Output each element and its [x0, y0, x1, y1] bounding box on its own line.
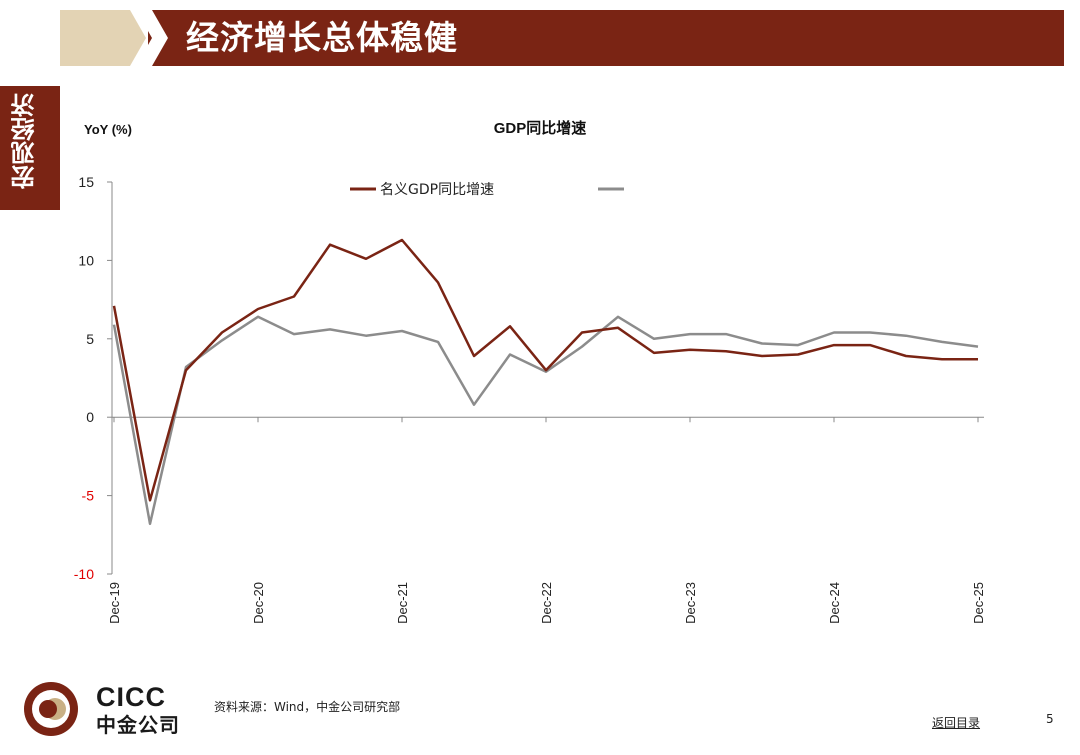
x-tick-label: Dec-19	[107, 582, 122, 624]
title-bar	[148, 10, 1064, 66]
x-tick-label: Dec-24	[827, 582, 842, 624]
y-tick-label: -5	[82, 488, 95, 504]
chart-title: GDP同比增速	[494, 119, 587, 137]
y-tick-label: 5	[86, 331, 94, 347]
title-chevron-icon	[60, 10, 168, 66]
gdp-chart: GDP同比增速 YoY (%) 15 10 5 0 -5 -10 Dec-19 Dec-20 D…	[74, 119, 986, 624]
x-tick-label: Dec-25	[971, 582, 986, 624]
back-to-contents-link[interactable]: 返回目录	[932, 716, 981, 730]
slide-title: 经济增长总体稳健	[186, 18, 458, 57]
y-tick-label: -10	[74, 566, 94, 582]
series-line-nominal	[112, 238, 978, 502]
x-tick-label: Dec-20	[251, 582, 266, 624]
page-number: 5	[1046, 712, 1054, 726]
cicc-logo-icon	[24, 682, 78, 736]
x-tick-label: Dec-21	[395, 582, 410, 624]
series-layer	[112, 238, 979, 526]
y-tick-label: 15	[78, 174, 94, 190]
x-tick-label: Dec-22	[539, 582, 554, 624]
y-tick-label: 10	[78, 252, 94, 268]
y-axis-label: YoY (%)	[84, 122, 132, 137]
y-tick-label: 0	[86, 409, 94, 425]
x-tick-label: Dec-23	[683, 582, 698, 624]
source-note: 资料来源：Wind，中金公司研究部	[214, 700, 401, 714]
legend: 名义GDP同比增速	[350, 182, 624, 198]
logo-text-en: CICC	[96, 682, 166, 712]
axes: 15 10 5 0 -5 -10 Dec-19 Dec-20 Dec-21 Dec-22 Dec-2…	[74, 174, 986, 624]
legend-label-nominal: 名义GDP同比增速	[380, 182, 494, 198]
section-tab	[0, 86, 60, 210]
logo-text-cn: 中金公司	[96, 713, 180, 737]
series-line-real	[112, 315, 979, 526]
